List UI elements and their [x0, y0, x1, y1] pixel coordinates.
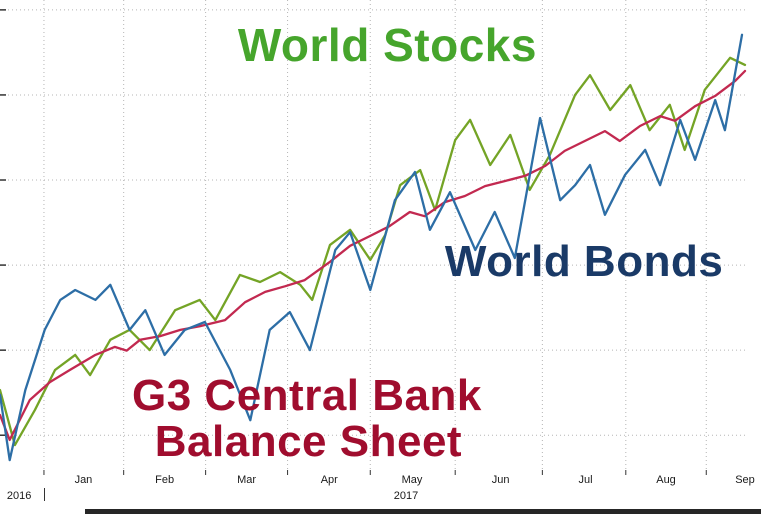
bottom-strip [85, 509, 761, 514]
series-line-world-bonds [0, 33, 744, 462]
series-line-world-stocks [0, 56, 747, 447]
series-line-g3-central-bank-balance-sheet [0, 69, 747, 442]
